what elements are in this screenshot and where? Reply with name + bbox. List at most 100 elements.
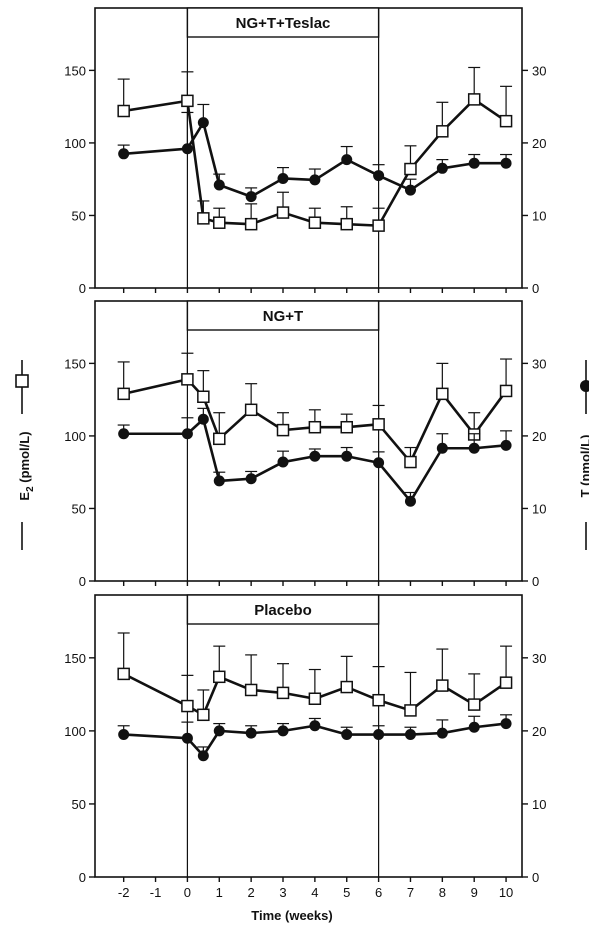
data-point-square: [499, 114, 513, 128]
data-point-square: [308, 216, 322, 229]
left-tick-label: 100: [64, 429, 86, 444]
data-point-circle: [404, 495, 416, 507]
left-axis-title-main: E: [17, 492, 32, 501]
series-open-square: [117, 632, 513, 722]
x-tick-label: -2: [118, 885, 130, 900]
data-point-circle: [181, 143, 193, 155]
data-point-square: [467, 698, 481, 711]
data-point-circle: [436, 727, 448, 739]
data-point-square: [276, 423, 290, 437]
data-point-square: [436, 679, 449, 692]
data-point-circle: [436, 442, 448, 454]
left-axis-title-subscript: 2: [25, 486, 36, 492]
data-point-square: [244, 683, 258, 697]
data-point-circle: [373, 457, 385, 469]
x-tick-label: -1: [150, 885, 162, 900]
data-point-circle: [468, 157, 480, 169]
plot-frame: [94, 7, 523, 289]
right-tick-label: 30: [532, 651, 546, 666]
data-point-square: [276, 206, 290, 219]
data-point-square: [340, 420, 353, 434]
left-tick-label: 150: [64, 63, 86, 78]
data-point-circle: [404, 729, 416, 741]
data-point-square: [276, 686, 290, 700]
right-tick-label: 10: [532, 208, 546, 223]
data-point-circle: [181, 428, 193, 440]
series-filled-circle: [117, 407, 513, 507]
data-point-square: [404, 162, 417, 176]
x-tick-label: 8: [439, 885, 446, 900]
right-tick-label: 0: [532, 281, 539, 296]
open-square-marker: [15, 374, 29, 388]
data-point-square: [213, 670, 226, 684]
x-axis-title: Time (weeks): [251, 908, 332, 923]
x-tick-label: 9: [471, 885, 478, 900]
data-point-circle: [468, 442, 480, 454]
x-tick-label: 0: [184, 885, 191, 900]
data-point-circle: [436, 162, 448, 174]
treatment-box: [186, 594, 380, 625]
series-line: [123, 98, 507, 227]
data-point-square: [499, 384, 513, 398]
data-point-circle: [245, 727, 257, 739]
right-tick-label: 30: [532, 63, 546, 78]
data-point-square: [244, 217, 258, 231]
panels: NG+T+Teslac0501001500102030NG+T050100150…: [64, 7, 546, 900]
left-tick-label: 50: [72, 208, 86, 223]
right-axis-title: T (nmol/L): [578, 435, 589, 498]
data-point-square: [117, 667, 130, 681]
x-tick-label: 5: [343, 885, 350, 900]
data-point-circle: [404, 184, 416, 196]
left-axis-title: E2 (pmol/L): [17, 431, 36, 500]
data-point-circle: [277, 172, 289, 184]
chart-panel-2: NG+T 0 50 100 150 0 10 20 30: [64, 300, 546, 589]
data-point-circle: [213, 725, 225, 737]
data-point-square: [308, 692, 322, 705]
data-point-circle: [277, 725, 289, 737]
x-tick-label: 1: [216, 885, 223, 900]
data-point-circle: [197, 117, 209, 129]
right-tick-label: 10: [532, 501, 546, 516]
data-point-square: [117, 387, 130, 401]
left-tick-label: 0: [79, 281, 86, 296]
data-point-circle: [500, 718, 512, 730]
data-point-circle: [245, 191, 257, 203]
data-point-circle: [197, 413, 209, 425]
data-point-circle: [500, 157, 512, 169]
left-tick-label: 100: [64, 724, 86, 739]
treatment-box: [186, 300, 380, 331]
data-point-square: [372, 693, 385, 707]
data-point-circle: [309, 174, 321, 186]
left-axis-title-unit: (pmol/L): [17, 431, 32, 486]
x-tick-label: 10: [499, 885, 513, 900]
data-point-circle: [213, 475, 225, 487]
data-point-square: [213, 432, 226, 446]
data-point-circle: [213, 179, 225, 191]
right-axis-title-text: T (nmol/L): [578, 435, 589, 498]
right-tick-label: 20: [532, 136, 546, 151]
data-point-square: [436, 387, 449, 401]
left-tick-label: 0: [79, 574, 86, 589]
data-point-circle: [468, 721, 480, 733]
data-point-square: [340, 217, 353, 231]
data-point-square: [436, 125, 449, 138]
panel-title: Placebo: [254, 602, 312, 619]
data-point-square: [197, 708, 210, 722]
right-tick-label: 20: [532, 724, 546, 739]
data-point-circle: [341, 154, 353, 166]
data-point-circle: [373, 729, 385, 741]
chart-panel-3: Placebo 0 50 100 150 0 10 20 30 -2 -1 0 1 2 3 4 5 6 7 8 9 10: [64, 594, 546, 900]
right-axis-legend-key: [580, 360, 589, 550]
data-point-square: [404, 704, 417, 717]
right-tick-label: 10: [532, 797, 546, 812]
series-line: [123, 121, 507, 198]
series-filled-circle: [117, 103, 513, 203]
data-point-circle: [245, 473, 257, 485]
x-tick-label: 7: [407, 885, 414, 900]
left-tick-label: 100: [64, 136, 86, 151]
panel-title: NG+T+Teslac: [236, 15, 331, 32]
data-point-square: [197, 390, 210, 404]
data-point-circle: [118, 729, 130, 741]
series-filled-circle: [117, 714, 513, 762]
data-point-square: [181, 94, 194, 108]
